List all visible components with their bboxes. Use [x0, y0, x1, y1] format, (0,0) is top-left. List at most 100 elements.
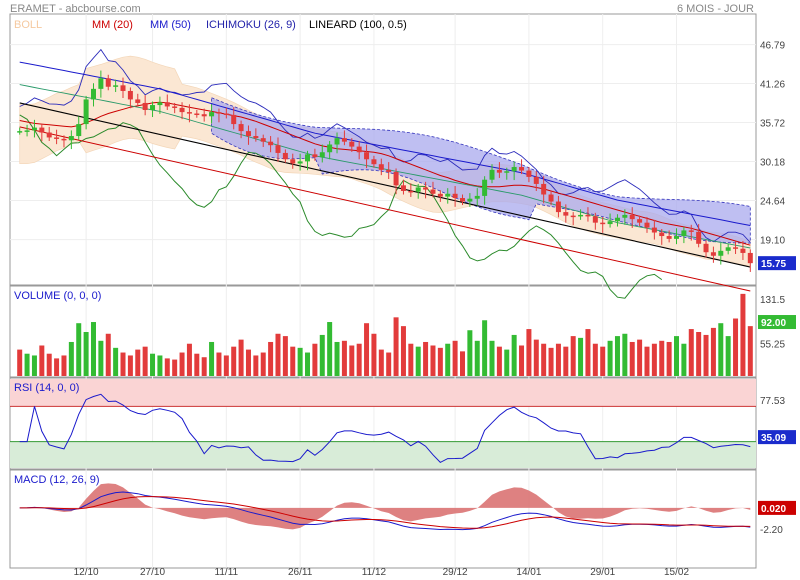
candle-body: [297, 161, 303, 164]
x-tick-label-3: 26/11: [288, 567, 313, 578]
candle-body: [674, 236, 680, 239]
volume-bar: [482, 320, 488, 376]
volume-bar: [378, 349, 384, 376]
macd-tick-label-0: -2.20: [760, 525, 783, 536]
candle-body: [459, 198, 465, 202]
app-title: ERAMET - abcbourse.com: [10, 3, 141, 15]
candle-body: [253, 136, 259, 139]
candle-body: [334, 138, 340, 145]
candle-body: [83, 99, 89, 125]
volume-bar: [651, 343, 657, 376]
rsi-oversold-zone: [10, 441, 756, 468]
volume-bar: [356, 343, 362, 376]
panel-frame-3: [9, 469, 757, 569]
price-tick-label-0: 46.79: [760, 41, 785, 52]
x-tick-label-0: 12/10: [74, 567, 99, 578]
period-label[interactable]: 6 MOIS - JOUR: [676, 3, 754, 15]
volume-bar: [622, 333, 628, 376]
volume-bar: [600, 346, 606, 376]
legend-rsi: RSI (14, 0, 0): [14, 382, 80, 394]
volume-last-badge: [758, 315, 796, 330]
volume-bar: [260, 352, 266, 376]
volume-bar: [747, 326, 753, 376]
candle-body: [393, 171, 399, 186]
candle-body: [482, 179, 488, 196]
candle-body: [526, 170, 532, 177]
candle-body: [651, 227, 657, 233]
x-tick-label-5: 29/12: [443, 567, 468, 578]
volume-bar: [253, 355, 259, 376]
candle-body: [696, 231, 702, 244]
legend-macd: MACD (12, 26, 9): [14, 474, 100, 486]
volume-bar: [637, 339, 643, 376]
legend-ichimoku: ICHIMOKU (26, 9): [206, 19, 296, 31]
volume-bar: [349, 345, 355, 376]
volume-bar: [135, 349, 141, 376]
candle-body: [445, 193, 451, 197]
volume-bar: [386, 352, 392, 376]
candle-body: [585, 214, 591, 217]
volume-bar: [24, 353, 30, 376]
candle-body: [24, 130, 30, 132]
x-tick-label-4: 11/12: [362, 567, 387, 578]
volume-bar: [127, 355, 133, 376]
candle-body: [408, 190, 414, 193]
volume-bar: [496, 346, 502, 376]
volume-bar: [511, 334, 517, 376]
candle-body: [209, 112, 215, 117]
volume-bar: [548, 347, 554, 376]
volume-bar: [223, 355, 229, 376]
candle-body: [710, 252, 716, 256]
x-tick-label-8: 15/02: [664, 567, 689, 578]
price-tick-label-4: 24.64: [760, 197, 785, 208]
candle-body: [378, 164, 384, 170]
rsi-overbought-zone: [10, 379, 756, 407]
volume-bar: [194, 353, 200, 376]
volume-bar: [179, 352, 185, 376]
candle-body: [607, 221, 613, 225]
candle-body: [327, 144, 333, 153]
rsi-last-value: 35.09: [761, 433, 786, 444]
volume-bar: [39, 345, 45, 376]
volume-bar: [150, 353, 156, 376]
candle-body: [76, 124, 82, 137]
volume-bar: [541, 343, 547, 376]
candle-body: [223, 113, 229, 116]
volume-bar: [164, 358, 170, 376]
candle-body: [17, 131, 23, 133]
candle-body: [245, 131, 251, 137]
candle-body: [430, 189, 436, 194]
price-last-value: 15.75: [761, 259, 786, 270]
candle-body: [555, 201, 561, 213]
candle-body: [179, 107, 185, 113]
candle-body: [467, 198, 473, 202]
chikou-line: [19, 114, 663, 299]
candle-body: [533, 176, 539, 184]
volume-bar: [216, 352, 222, 376]
volume-bar: [526, 329, 532, 376]
volume-bar: [408, 343, 414, 376]
volume-bar: [46, 353, 52, 376]
candle-body: [371, 159, 377, 165]
volume-bar: [467, 330, 473, 376]
volume-bar: [430, 345, 436, 376]
candle-body: [659, 232, 665, 237]
panel-frame-0: [9, 13, 757, 286]
volume-bar: [334, 341, 340, 376]
volume-bar: [415, 346, 421, 376]
volume-bar: [437, 347, 443, 376]
mm50-line: [19, 61, 751, 226]
candle-body: [157, 102, 163, 106]
regression-channel-low: [19, 126, 751, 292]
candle-body: [614, 217, 620, 222]
volume-bar: [570, 336, 576, 376]
volume-bar: [555, 343, 561, 376]
candle-body: [703, 243, 709, 253]
ichimoku-line: [19, 48, 751, 243]
candle-body: [688, 230, 694, 232]
macd-last-badge: [758, 500, 796, 515]
panel-frame-2: [9, 377, 757, 470]
volume-bar: [423, 341, 429, 376]
candle-body: [563, 212, 569, 216]
candle-body: [194, 113, 200, 116]
